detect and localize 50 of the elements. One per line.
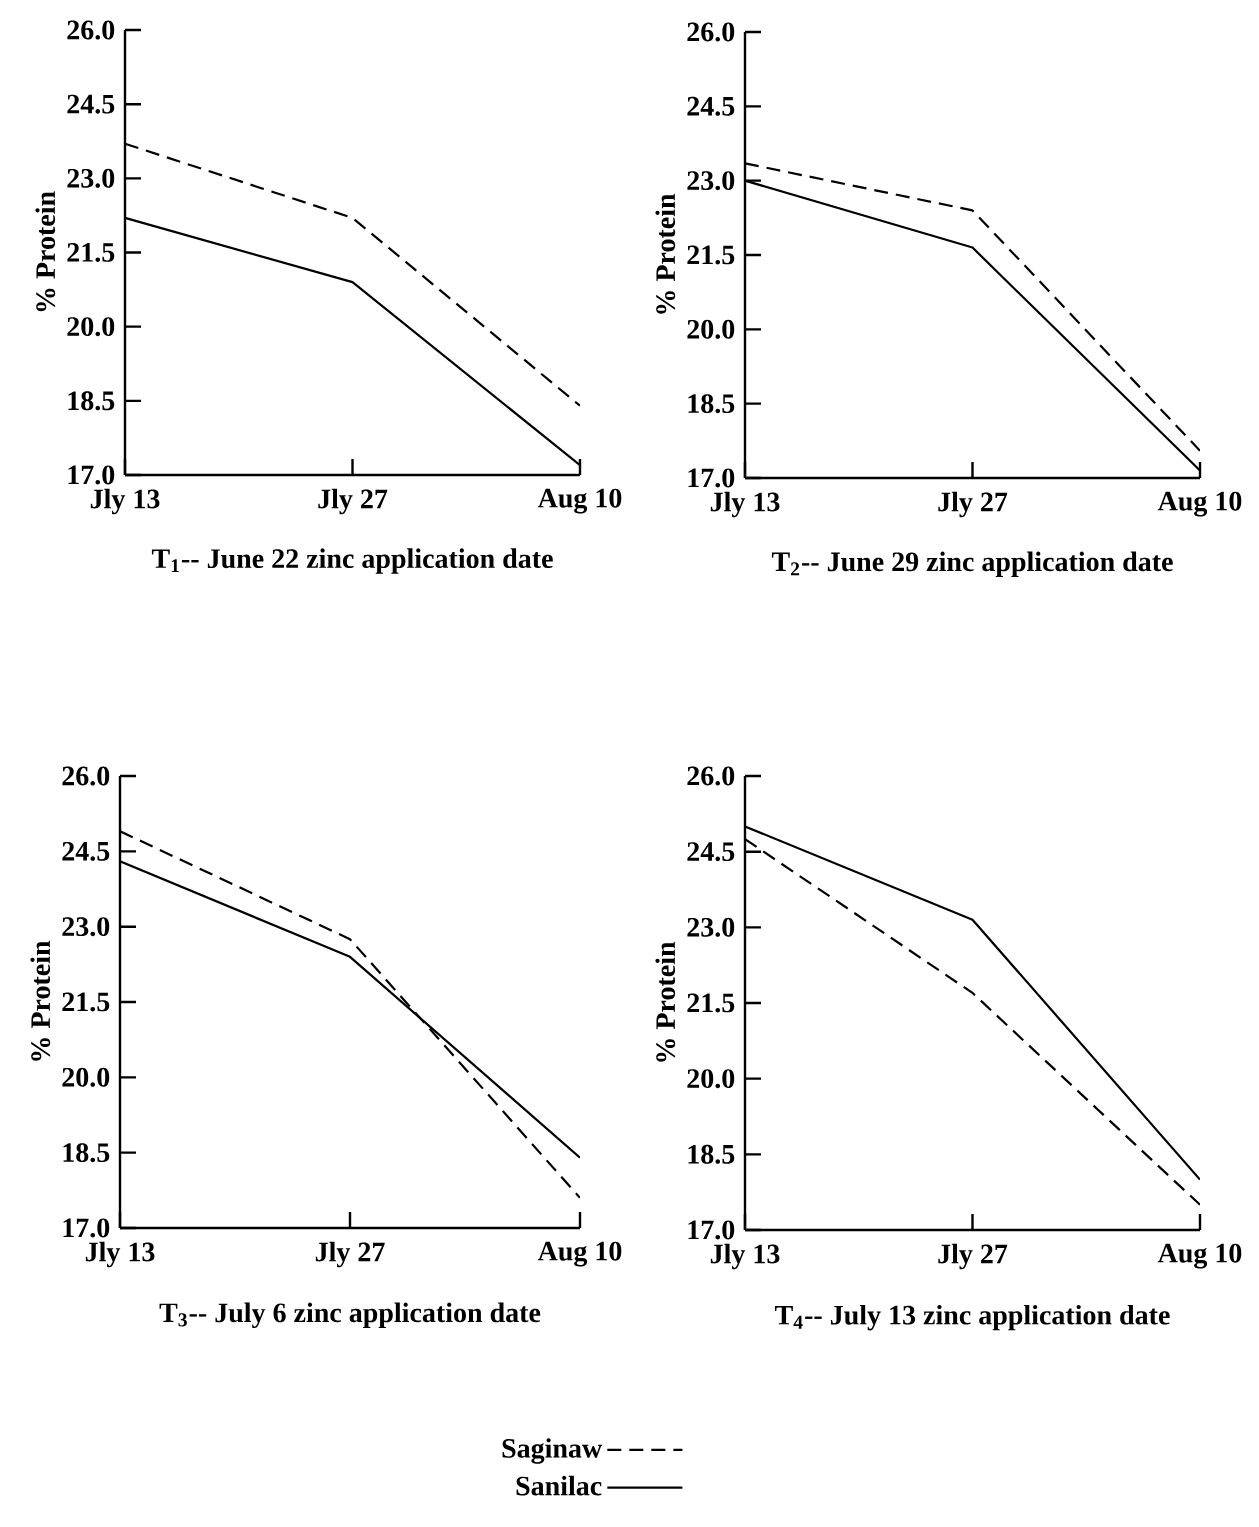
x-tick-label: Jly 13 [710, 491, 780, 518]
x-tick-label: Jly 13 [710, 1243, 780, 1270]
x-tick-label: Jly 27 [315, 1241, 385, 1268]
y-tick-label: 26.0 [687, 766, 735, 786]
y-tick-label: 17.0 [688, 1220, 735, 1240]
text: T$_{1}$-- June 22 zinc application date [151, 548, 553, 574]
text: T$_{4}$-- July 13 zinc application date [775, 1304, 1170, 1331]
x-tick-label: Jly 27 [318, 488, 388, 515]
y-tick-label: 20.0 [67, 317, 115, 337]
y-tick-label: 23.0 [687, 171, 735, 191]
y-tick-label: 26.0 [62, 766, 110, 786]
y-tick-label: 17.0 [63, 1218, 110, 1238]
y-tick-label: 18.5 [688, 1144, 735, 1164]
y-axis-title: % Protein [35, 191, 56, 312]
y-tick-label: 23.0 [687, 917, 735, 937]
y-tick-label: 24.5 [67, 94, 115, 114]
y-tick-label: 24.5 [687, 842, 735, 862]
y-tick-label: 26.0 [687, 22, 735, 42]
y-tick-label: 21.5 [687, 993, 735, 1013]
y-tick-label: 24.5 [62, 841, 110, 861]
y-tick-label: 18.5 [688, 394, 735, 414]
y-tick-label: 21.5 [67, 243, 115, 262]
y-axis-title: % Protein [655, 193, 676, 314]
y-tick-label: 23.0 [62, 917, 110, 937]
text: T$_{2}$-- June 29 zinc application date [771, 551, 1173, 577]
x-tick-label: Aug 10 [1157, 491, 1242, 517]
legend-label: Sanilac [516, 1475, 602, 1496]
y-tick-label: 18.5 [63, 1143, 110, 1163]
y-axis-title: % Protein [655, 941, 676, 1062]
y-tick-label: 18.5 [68, 391, 115, 411]
y-tick-label: 26.0 [67, 20, 115, 40]
y-tick-label: 23.0 [67, 168, 115, 188]
y-tick-label: 20.0 [687, 1069, 735, 1089]
x-tick-label: Aug 10 [537, 488, 622, 514]
x-tick-label: Jly 27 [938, 491, 1008, 518]
y-tick-label: 20.0 [62, 1067, 110, 1087]
y-tick-label: 17.0 [688, 468, 735, 488]
y-tick-label: 21.5 [687, 245, 735, 265]
y-tick-label: 20.0 [687, 319, 735, 339]
x-tick-label: Aug 10 [1157, 1243, 1242, 1269]
x-tick-label: Aug 10 [537, 1241, 622, 1267]
x-tick-label: Jly 13 [85, 1241, 155, 1268]
x-tick-label: Jly 13 [90, 488, 160, 515]
x-tick-label: Jly 27 [938, 1243, 1008, 1270]
y-tick-label: 17.0 [68, 465, 115, 485]
text: T$_{3}$-- July 6 zinc application date [159, 1302, 541, 1329]
legend-label: Saginaw [502, 1438, 603, 1464]
y-tick-label: 21.5 [62, 992, 110, 1012]
y-tick-label: 24.5 [687, 96, 735, 116]
y-axis-title: % Protein [30, 940, 51, 1061]
